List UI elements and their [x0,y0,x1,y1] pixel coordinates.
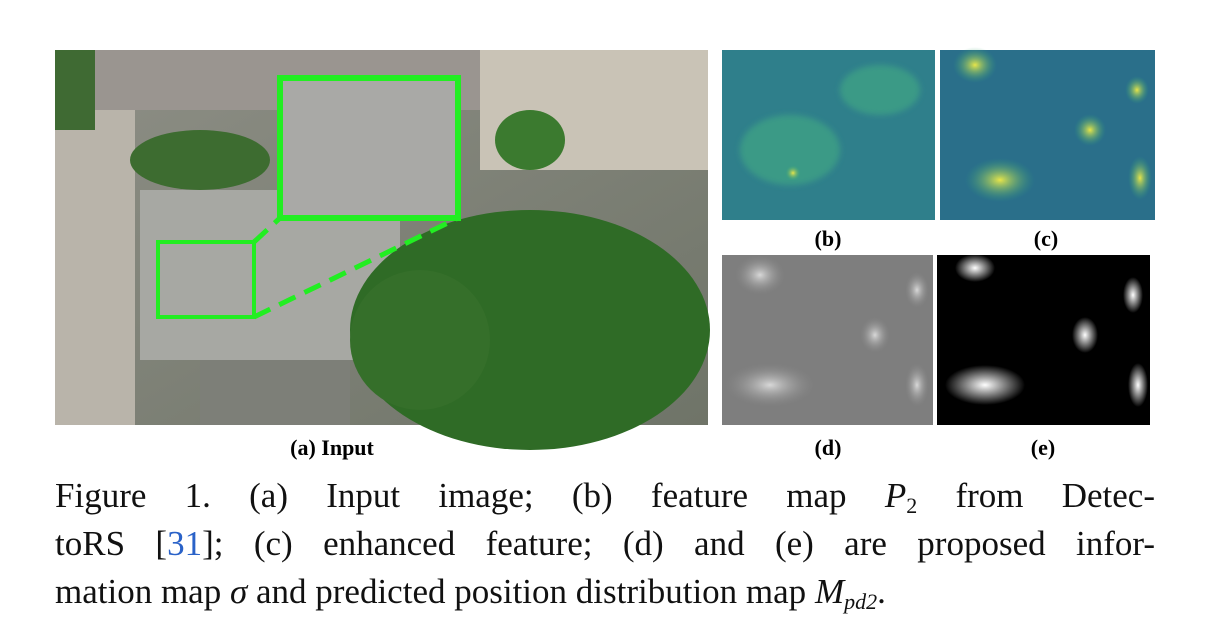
feature-map [722,50,935,220]
panel-label: (a) Input [290,435,374,460]
caption-line: toRS [31]; (c) enhanced feature; (d) and… [55,520,1155,568]
caption-label: Figure 1. [55,476,211,515]
math: Mpd2 [814,572,878,614]
information-map [722,255,933,425]
enhanced-feature [940,47,1155,220]
panel-label: (e) [1031,435,1055,460]
caption-text: mation map [55,572,222,611]
figure: (a) Input (b) (c) (d) (e) [55,47,1155,460]
math-subscript: pd2 [844,589,878,614]
math-symbol: σ [229,572,248,611]
caption-text: (a) Input image; (b) feature map [249,476,847,515]
math-symbol: P [884,476,907,515]
position-map [937,254,1150,425]
caption-text: and predicted position distribution map [255,572,807,611]
caption-text: . [877,572,886,611]
panel-label: (d) [815,435,842,460]
caption-text: ]; (c) enhanced feature; (d) and (e) are… [202,524,1155,563]
input-image [55,50,710,450]
math: P2 [884,476,918,518]
panel-label: (c) [1034,226,1058,251]
caption-line: Figure 1. (a) Input image; (b) feature m… [55,472,1155,530]
caption-text: from Detec- [955,476,1155,515]
caption-text: toRS [ [55,524,168,563]
math-symbol: M [814,572,845,611]
citation[interactable]: 31 [167,524,203,563]
math-subscript: 2 [906,493,918,518]
caption-line: mation map σ and predicted position dist… [55,568,1155,626]
panel-label: (b) [815,226,842,251]
